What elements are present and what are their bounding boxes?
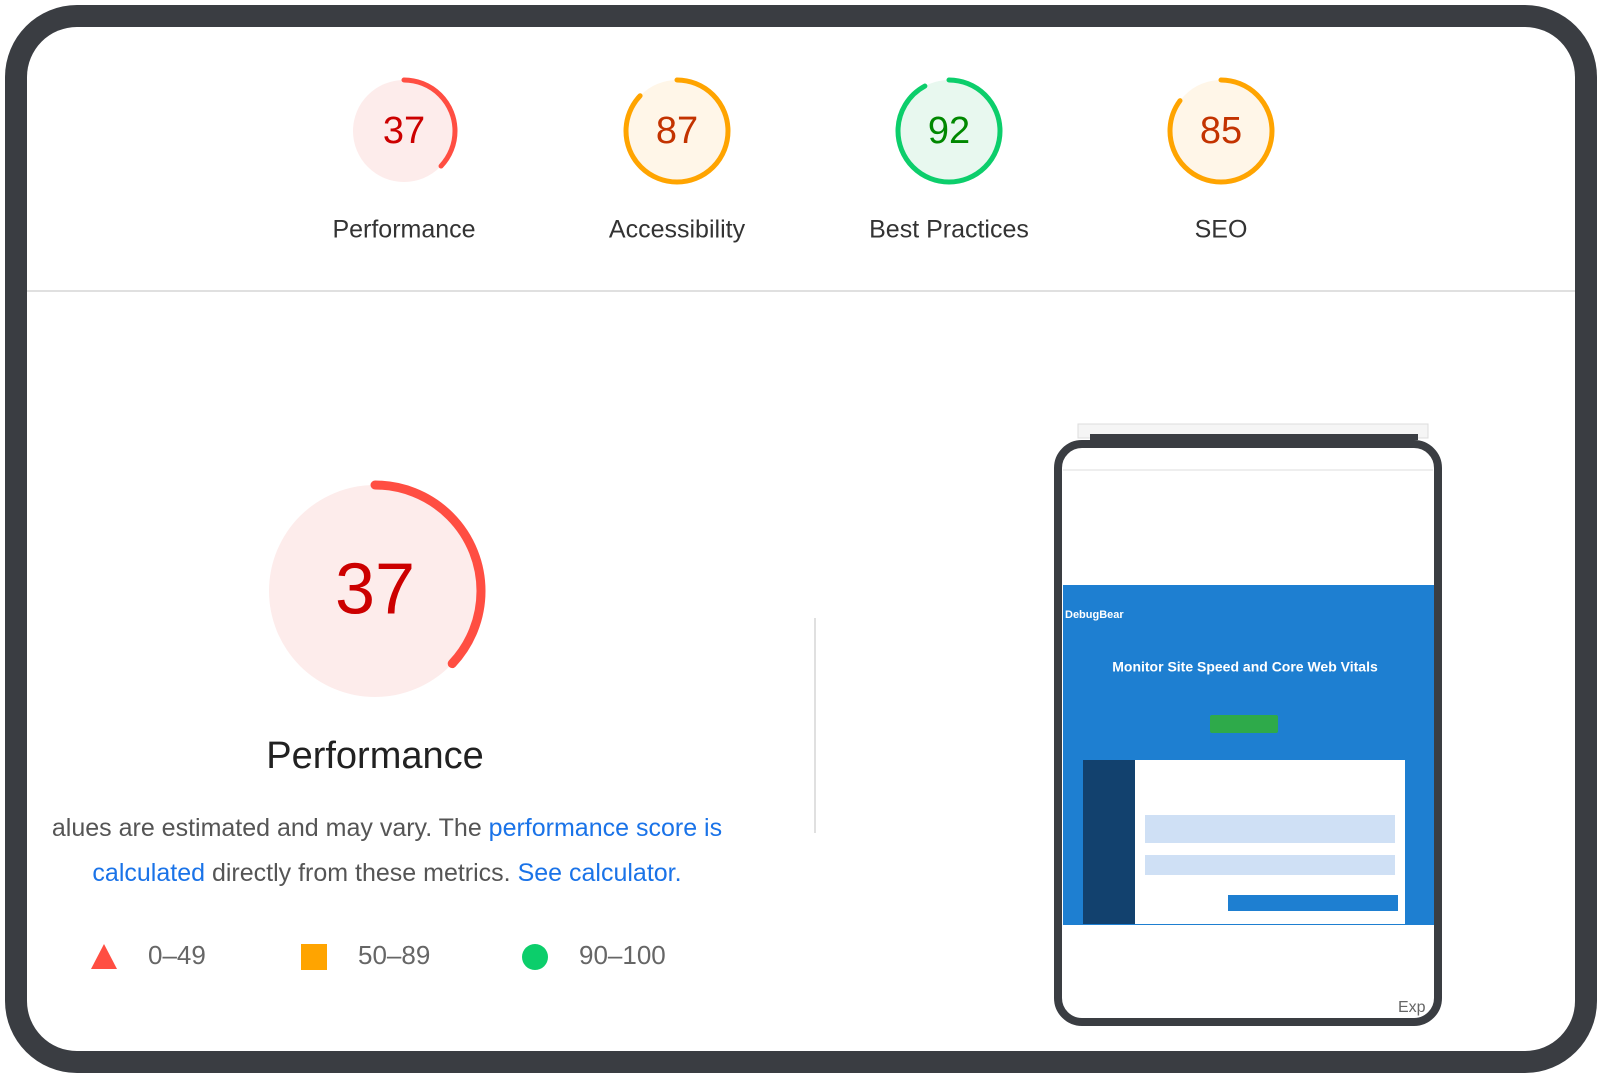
gauge-bg (353, 80, 455, 182)
thumb-bars (1228, 895, 1398, 911)
description: alues are estimated and may vary. The pe… (27, 806, 747, 896)
gauge-bg (269, 485, 481, 697)
thumb-sidebar (1083, 760, 1135, 924)
gauge-arc (264, 480, 486, 702)
gauge-bg (898, 80, 1000, 182)
thumb-button (1210, 715, 1278, 733)
gauge-bg (626, 80, 728, 182)
thumb-charts (1145, 855, 1395, 875)
thumb-corner: Exp (1398, 999, 1426, 1016)
gauge-bg (1170, 80, 1272, 182)
score-gauges: 37 Performance 87 Accessibility 92 Best Pract… (332, 77, 1275, 244)
desc-text: alues are estimated and may vary. The (51, 814, 489, 842)
thumb-charts (1145, 815, 1395, 843)
gauge-arc (350, 77, 458, 185)
desc-link[interactable]: performance score is calculated (92, 814, 723, 887)
thumb-headline: Monitor Site Speed and Core Web Vitals (1112, 659, 1378, 675)
gauge-score: 85 (1200, 110, 1242, 152)
gauge-label: Accessibility (609, 216, 746, 244)
gauge-score: 87 (656, 110, 698, 152)
gauge-label: Best Practices (869, 216, 1029, 244)
main-label: Performance (266, 735, 484, 777)
desc-link[interactable]: See calculator. (517, 859, 682, 887)
gauge-arc (895, 77, 1003, 185)
main-gauge: 37 (264, 480, 486, 702)
gauge-label: Performance (332, 216, 475, 244)
thumb-bar (1090, 434, 1418, 440)
thumb-brand: DebugBear (1065, 609, 1124, 621)
legend-label: 50–89 (358, 940, 430, 970)
legend-icon (522, 944, 548, 970)
gauge-arc (623, 77, 731, 185)
gauge-label: SEO (1195, 216, 1248, 244)
desc-text: directly from these metrics. (205, 859, 518, 887)
gauge-score: 37 (335, 550, 415, 630)
gauge-arc (1167, 77, 1275, 185)
legend-label: 0–49 (148, 940, 206, 970)
legend: 0–49 50–89 90–100 (91, 940, 666, 970)
legend-label: 90–100 (579, 940, 666, 970)
legend-icon (91, 944, 117, 969)
gauge-score: 37 (383, 110, 425, 152)
legend-icon (301, 944, 327, 970)
gauge-score: 92 (928, 110, 970, 152)
